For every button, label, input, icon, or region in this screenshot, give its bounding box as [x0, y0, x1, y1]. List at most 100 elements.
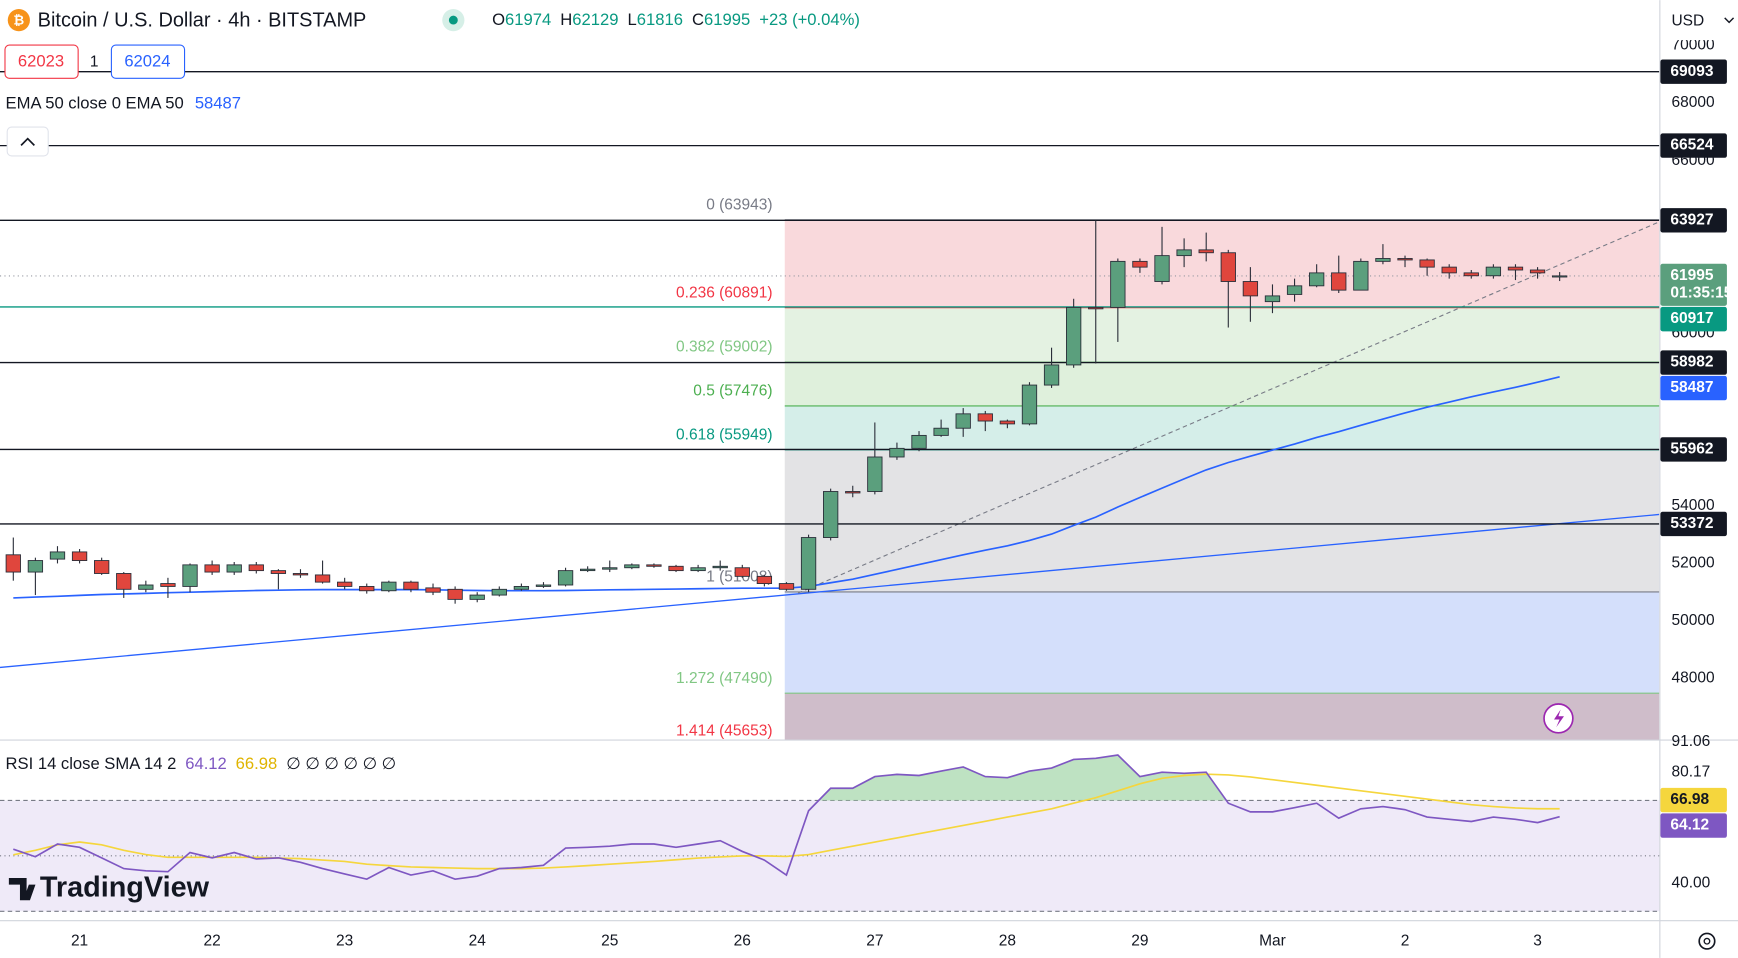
trend-line-dashed	[797, 221, 1660, 594]
ohlc-value: 61816	[637, 11, 683, 30]
indicator-value: 58487	[195, 94, 241, 113]
settings-button[interactable]	[1698, 932, 1716, 950]
fib-label: 0.618 (55949)	[676, 427, 773, 444]
candle-body	[646, 564, 662, 567]
candle-body	[1242, 281, 1259, 297]
symbol-logo	[7, 9, 30, 32]
candle-body	[1021, 384, 1038, 425]
candle-body	[513, 585, 530, 590]
rsi-value: 64.12	[185, 754, 227, 773]
line-price-label: 55962	[1670, 441, 1713, 458]
fib-zone	[784, 591, 1660, 694]
fib-zone	[784, 449, 1660, 592]
buy-button[interactable]	[110, 44, 186, 79]
lines	[0, 71, 1660, 669]
candle-body	[204, 564, 220, 573]
candle-body	[867, 456, 883, 492]
candle-body	[226, 564, 242, 573]
candle-body	[845, 491, 861, 494]
candle-body	[248, 564, 264, 572]
currency: USD	[1671, 12, 1704, 29]
candle-body	[823, 491, 839, 538]
rsi-tick-label: 91.06	[1671, 733, 1710, 750]
candle-body	[182, 564, 198, 587]
candle-body	[1353, 260, 1369, 291]
ohlc-label: O	[492, 11, 505, 30]
x-tick-label: 2	[1401, 932, 1410, 949]
line-price-label-box	[1660, 208, 1727, 233]
y-tick-label: 70000	[1671, 37, 1714, 54]
x-tick-label: 24	[469, 932, 487, 949]
line-price-label-box	[1660, 437, 1727, 462]
candle-body	[535, 584, 552, 587]
candle-body	[1286, 285, 1303, 295]
candle-body	[469, 594, 485, 600]
rsi-price-label: 66.98	[1670, 791, 1709, 808]
rsi-price-box	[1660, 813, 1727, 838]
line-price-label: 69093	[1670, 63, 1713, 80]
collapse-button[interactable]	[6, 126, 49, 157]
rsi-price-label: 64.12	[1670, 817, 1709, 834]
candle-body	[447, 588, 463, 600]
y-tick-label: 52000	[1671, 555, 1714, 572]
main-pane	[784, 219, 1660, 740]
fib-label: 0.5 (57476)	[693, 383, 772, 400]
candle-body	[756, 575, 773, 585]
header: ₿ Bitcoin / U.S. Dollar · 4h · BITSTAMP …	[4, 2, 1736, 950]
candle-body	[1441, 266, 1457, 274]
candle-body	[425, 587, 441, 593]
x-tick-label: 28	[999, 932, 1016, 949]
x-tick-label: 25	[601, 932, 618, 949]
candle-body	[1066, 306, 1082, 366]
ohlc: O61974 H62129 L61816 C61995 +23 (+0.04%)	[492, 11, 860, 30]
candle-body	[1507, 266, 1524, 271]
line-price-label: 66524	[1670, 137, 1713, 154]
indicator-name: EMA 50 close 0 EMA 50	[6, 94, 184, 113]
fib-zone	[784, 361, 1660, 406]
ohlc-value: 61995	[704, 11, 750, 30]
candle-body	[1132, 260, 1148, 268]
x-tick-label: 21	[71, 932, 88, 949]
candle-body	[1375, 258, 1391, 262]
rsi-sma-value: 66.98	[236, 754, 278, 773]
candle-body	[1331, 272, 1347, 291]
trend-line	[0, 513, 1660, 669]
settings-icon	[1703, 937, 1711, 945]
fib-label: 1 (51008)	[706, 569, 772, 586]
line-price-label-box	[1660, 350, 1727, 375]
candle-body	[602, 567, 618, 570]
fib-label: 1.414 (45653)	[676, 723, 773, 740]
candle-body	[1154, 255, 1170, 282]
rsi-price-box	[1660, 787, 1727, 813]
buy-price: 62024	[124, 52, 170, 71]
candle-body	[1088, 306, 1104, 310]
rsi-legend: RSI 14 close SMA 14 2 64.12 66.98 ∅ ∅ ∅ ∅ ∅…	[6, 754, 396, 773]
candle-body	[491, 588, 507, 596]
candle-body	[138, 584, 154, 590]
candle-body	[1110, 260, 1126, 308]
candle-body	[359, 585, 375, 592]
candle-body	[1397, 258, 1413, 261]
last-price-label: 01:35:15	[1670, 285, 1732, 302]
candle-body	[933, 427, 949, 436]
candle-body	[1485, 266, 1502, 277]
candle-body	[1264, 295, 1281, 303]
candle-body	[800, 537, 817, 590]
line-price-label-box	[1660, 133, 1727, 158]
sell-button[interactable]	[4, 44, 79, 79]
currency-select[interactable]	[1662, 2, 1736, 41]
candle-body	[381, 581, 397, 592]
x-tick-label: 29	[1131, 932, 1148, 949]
x-tick-label: 26	[734, 932, 751, 949]
spread: 1	[90, 53, 99, 70]
x-tick-label: 23	[336, 932, 353, 949]
y-tick-label: 50000	[1671, 612, 1714, 629]
line-price-label-box	[1660, 306, 1727, 332]
change: +23 (+0.04%)	[759, 11, 860, 30]
ohlc-label: L	[628, 11, 637, 30]
fib-label: 0 (63943)	[706, 197, 772, 214]
fib-zone	[784, 693, 1660, 740]
line-price-label: 63927	[1670, 211, 1713, 228]
candle-body	[1043, 364, 1060, 386]
